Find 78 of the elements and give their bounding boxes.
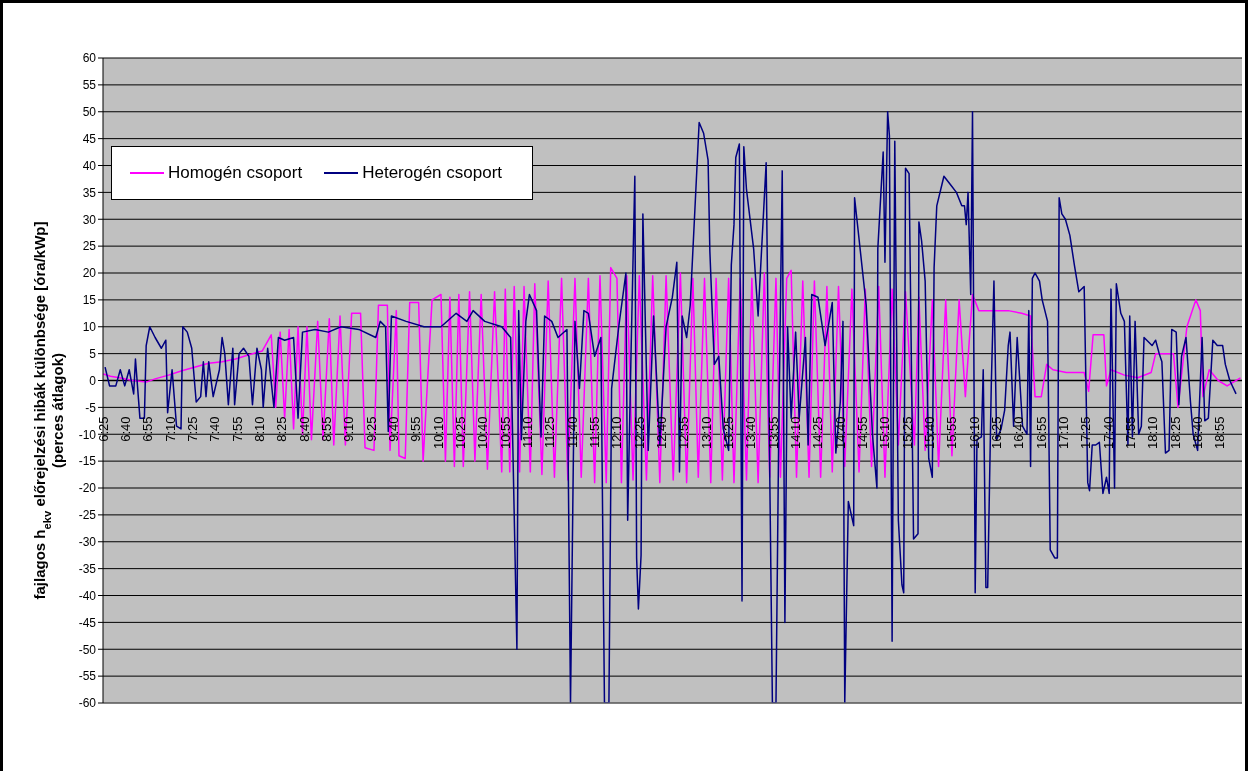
x-tick-label: 10:25 xyxy=(452,416,468,450)
x-tick-label: 9:55 xyxy=(408,416,424,442)
x-tick-label: 13:55 xyxy=(765,416,781,450)
x-tick-label: 16:40 xyxy=(1011,416,1027,450)
x-tick-label: 11:55 xyxy=(586,416,602,449)
legend-label: Heterogén csoport xyxy=(362,163,503,183)
x-tick-label: 7:40 xyxy=(207,416,223,442)
x-tick-label: 14:40 xyxy=(832,416,848,450)
x-tick-label: 13:10 xyxy=(698,416,714,450)
x-tick-label: 10:40 xyxy=(475,416,491,450)
y-tick-label: 35 xyxy=(82,185,97,200)
x-tick-label: 18:25 xyxy=(1167,416,1183,450)
x-tick-label: 10:55 xyxy=(497,416,513,450)
y-tick-label: -10 xyxy=(78,427,97,442)
x-tick-label: 7:55 xyxy=(229,416,245,442)
x-tick-label: 11:40 xyxy=(564,416,580,449)
x-tick-label: 11:25 xyxy=(542,416,558,449)
y-tick-label: -30 xyxy=(78,535,97,550)
y-tick-label: 30 xyxy=(82,212,97,227)
x-tick-label: 18:55 xyxy=(1212,416,1228,450)
x-tick-label: 7:25 xyxy=(184,416,200,442)
x-tick-label: 18:10 xyxy=(1145,416,1161,450)
x-tick-label: 6:25 xyxy=(95,416,111,442)
y-tick-label: 60 xyxy=(82,51,97,66)
y-tick-label: 5 xyxy=(89,346,97,361)
x-tick-label: 8:10 xyxy=(251,416,267,442)
x-tick-label: 7:10 xyxy=(162,416,178,442)
x-tick-label: 13:40 xyxy=(743,416,759,450)
x-tick-label: 8:40 xyxy=(296,416,312,442)
x-tick-label: 15:40 xyxy=(921,416,937,450)
x-tick-label: 13:25 xyxy=(720,416,736,450)
y-tick-label: 15 xyxy=(82,293,97,308)
x-tick-label: 9:25 xyxy=(363,416,379,442)
x-tick-label: 9:40 xyxy=(385,416,401,442)
x-tick-label: 11:10 xyxy=(519,416,535,449)
x-tick-label: 15:55 xyxy=(944,416,960,450)
x-tick-label: 17:55 xyxy=(1122,416,1138,450)
x-tick-label: 18:40 xyxy=(1189,416,1205,450)
x-tick-label: 8:25 xyxy=(274,416,290,442)
legend-label: Homogén csoport xyxy=(168,163,303,183)
x-tick-label: 17:10 xyxy=(1055,416,1071,450)
x-tick-label: 15:25 xyxy=(899,416,915,450)
y-tick-label: -20 xyxy=(78,481,97,496)
x-tick-label: 15:10 xyxy=(877,416,893,450)
y-tick-label: 40 xyxy=(82,158,97,173)
x-tick-label: 10:10 xyxy=(430,416,446,450)
x-tick-label: 6:40 xyxy=(117,416,133,442)
x-tick-label: 16:25 xyxy=(988,416,1004,450)
y-tick-label: -15 xyxy=(78,454,97,469)
y-tick-label: 50 xyxy=(82,105,97,120)
x-tick-label: 8:55 xyxy=(318,416,334,442)
x-tick-label: 14:10 xyxy=(787,416,803,450)
y-tick-label: -55 xyxy=(78,669,97,684)
x-tick-label: 12:40 xyxy=(653,416,669,450)
x-tick-label: 12:55 xyxy=(676,416,692,450)
x-tick-label: 14:25 xyxy=(810,416,826,450)
x-tick-label: 16:10 xyxy=(966,416,982,450)
x-tick-label: 17:25 xyxy=(1078,416,1094,450)
y-tick-label: 10 xyxy=(82,320,97,335)
x-tick-label: 16:55 xyxy=(1033,416,1049,450)
x-tick-label: 17:40 xyxy=(1100,416,1116,450)
x-tick-label: 9:10 xyxy=(341,416,357,442)
y-tick-label: -25 xyxy=(78,508,97,523)
x-tick-label: 12:10 xyxy=(609,416,625,450)
x-tick-label: 14:55 xyxy=(854,416,870,450)
y-tick-label: -35 xyxy=(78,561,97,576)
y-tick-label: -60 xyxy=(78,696,97,711)
y-tick-label: 55 xyxy=(82,78,97,93)
y-tick-label: 0 xyxy=(89,373,97,388)
y-tick-label: -45 xyxy=(78,615,97,630)
y-tick-label: -50 xyxy=(78,642,97,657)
y-tick-label: 25 xyxy=(82,239,97,254)
x-tick-label: 6:55 xyxy=(140,416,156,442)
y-tick-label: 20 xyxy=(82,266,97,281)
y-tick-label: -5 xyxy=(85,400,97,415)
y-tick-label: -40 xyxy=(78,588,97,603)
y-tick-label: 45 xyxy=(82,131,97,146)
x-tick-label: 12:25 xyxy=(631,416,647,450)
